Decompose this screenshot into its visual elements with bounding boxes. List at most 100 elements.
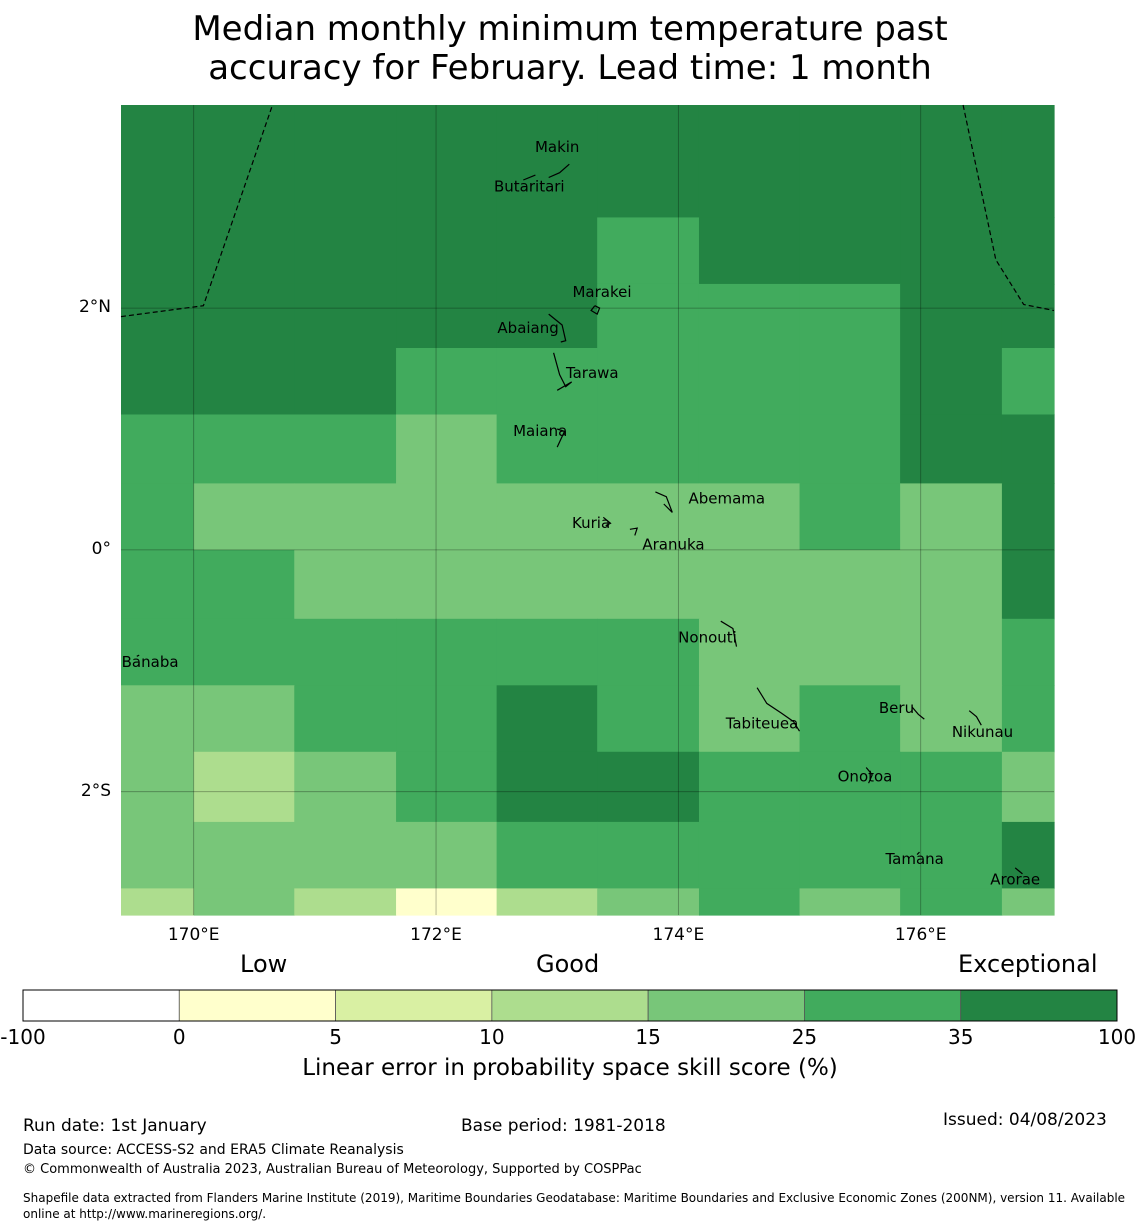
colorbar-tick-label: 15 bbox=[635, 1025, 661, 1049]
skill-cell bbox=[900, 105, 1003, 219]
skill-cell bbox=[496, 105, 598, 219]
skill-cell bbox=[496, 618, 598, 686]
title-line-2: accuracy for February. Lead time: 1 mont… bbox=[208, 48, 932, 88]
skill-cell bbox=[799, 751, 901, 823]
skill-cell bbox=[597, 821, 700, 889]
skill-cell bbox=[799, 483, 901, 551]
island-label: Nonouti bbox=[678, 629, 737, 647]
skill-cell bbox=[294, 751, 397, 823]
eez-boundary-line bbox=[120, 104, 274, 318]
skill-cells bbox=[121, 105, 1055, 916]
island-label: Beru bbox=[879, 699, 914, 717]
skill-cell bbox=[1001, 105, 1055, 219]
colorbar-segment bbox=[491, 989, 649, 1022]
skill-cell bbox=[121, 618, 195, 686]
colorbar-label: Linear error in probability space skill … bbox=[302, 1055, 838, 1081]
skill-cell bbox=[121, 751, 195, 823]
skill-cell bbox=[1001, 888, 1055, 916]
longitude-label: 174°E bbox=[652, 925, 705, 945]
island-label: Abaiang bbox=[497, 319, 558, 337]
skill-cell bbox=[121, 105, 195, 219]
skill-cell bbox=[496, 483, 598, 551]
skill-cell bbox=[698, 751, 801, 823]
skill-cell bbox=[496, 888, 598, 916]
skill-cell bbox=[698, 888, 801, 916]
issued-date: Issued: 04/08/2023 bbox=[943, 1110, 1107, 1130]
island-label: Tarawa bbox=[565, 364, 619, 382]
skill-cell bbox=[193, 105, 295, 219]
skill-cell bbox=[1001, 283, 1055, 349]
skill-cell bbox=[900, 414, 1003, 484]
skill-cell bbox=[698, 217, 801, 285]
shapefile-credit-line-1: Shapefile data extracted from Flanders M… bbox=[23, 1191, 1126, 1205]
skill-cell bbox=[496, 283, 598, 349]
skill-cell bbox=[1001, 348, 1055, 416]
skill-cell bbox=[121, 483, 195, 551]
skill-cell bbox=[496, 751, 598, 823]
skill-cell bbox=[799, 283, 901, 349]
skill-cell bbox=[294, 348, 397, 416]
colorbar-tick-label: 0 bbox=[172, 1025, 186, 1049]
skill-cell bbox=[294, 105, 397, 219]
colorbar-segment bbox=[22, 989, 180, 1022]
skill-cell bbox=[1001, 549, 1055, 620]
skill-cell bbox=[396, 888, 498, 916]
skill-cell bbox=[1001, 821, 1055, 889]
skill-cell bbox=[396, 217, 498, 285]
colorbar-segment bbox=[960, 989, 1118, 1022]
skill-cell bbox=[1001, 217, 1055, 285]
skill-cell bbox=[597, 549, 700, 620]
skill-cell bbox=[396, 821, 498, 889]
skill-cell bbox=[698, 549, 801, 620]
island-label: Marakei bbox=[572, 283, 631, 301]
skill-cell bbox=[900, 685, 1003, 753]
skill-cell bbox=[799, 105, 901, 219]
skill-cell bbox=[799, 549, 901, 620]
skill-cell bbox=[900, 483, 1003, 551]
island-outline bbox=[865, 767, 873, 784]
island-outline bbox=[553, 352, 573, 391]
skill-cell bbox=[1001, 483, 1055, 551]
skill-cell bbox=[193, 751, 295, 823]
island-outline bbox=[629, 527, 639, 536]
skill-cell bbox=[294, 685, 397, 753]
skill-cell bbox=[597, 618, 700, 686]
skill-cell bbox=[698, 821, 801, 889]
skill-map: Makin Butaritari Marakei Abaiang Tarawa Maian… bbox=[120, 104, 1055, 916]
island-label: Maiana bbox=[513, 422, 567, 440]
colorbar-outline bbox=[22, 989, 1118, 1022]
skill-cell bbox=[698, 283, 801, 349]
skill-cell bbox=[294, 821, 397, 889]
skill-cell bbox=[698, 685, 801, 753]
skill-cell bbox=[597, 685, 700, 753]
skill-cell bbox=[294, 618, 397, 686]
longitude-label: 172°E bbox=[410, 925, 462, 945]
skill-cell bbox=[396, 414, 498, 484]
skill-cell bbox=[193, 821, 295, 889]
title-line-1: Median monthly minimum temperature past bbox=[192, 9, 948, 49]
skill-cell bbox=[496, 217, 598, 285]
island-outline bbox=[523, 174, 536, 181]
island-outline bbox=[911, 706, 925, 720]
colorbar-segment bbox=[804, 989, 962, 1022]
category-good: Good bbox=[536, 950, 600, 978]
map-title: Median monthly minimum temperature past … bbox=[0, 10, 1140, 88]
skill-cell bbox=[698, 348, 801, 416]
eez-boundary-line bbox=[962, 104, 1055, 312]
skill-cell bbox=[900, 821, 1003, 889]
skill-cell bbox=[698, 414, 801, 484]
island-outline bbox=[720, 620, 738, 647]
skill-cell bbox=[396, 618, 498, 686]
skill-cell bbox=[496, 685, 598, 753]
island-label: Onotoa bbox=[838, 768, 893, 786]
latitude-label: 0° bbox=[91, 538, 111, 559]
skill-cell bbox=[396, 751, 498, 823]
skill-cell bbox=[597, 888, 700, 916]
island-label: Abemama bbox=[688, 490, 765, 508]
skill-cell bbox=[597, 217, 700, 285]
skill-cell bbox=[799, 821, 901, 889]
skill-cell bbox=[799, 217, 901, 285]
island-outline bbox=[602, 516, 612, 527]
skill-cell bbox=[396, 105, 498, 219]
skill-cell bbox=[597, 348, 700, 416]
